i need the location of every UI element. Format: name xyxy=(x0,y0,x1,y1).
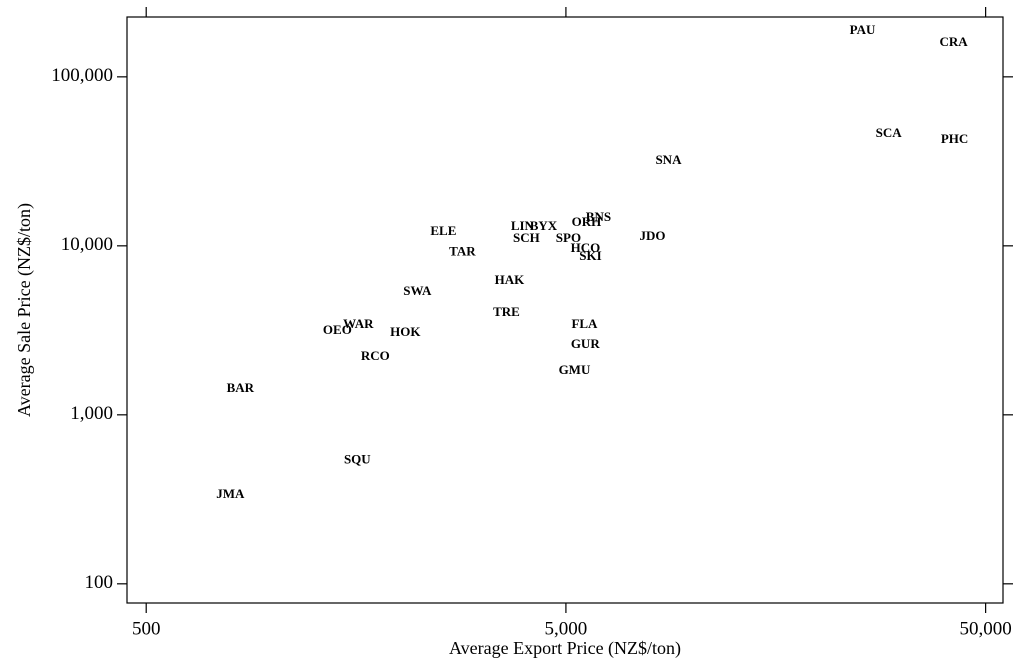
point-label: JDO xyxy=(639,228,665,243)
point-label: SKI xyxy=(579,248,601,263)
point-label: TAR xyxy=(449,244,476,259)
y-tick-label: 100 xyxy=(85,572,114,593)
point-label: SNA xyxy=(655,152,682,167)
x-tick-label: 500 xyxy=(132,618,161,639)
point-label: HCO xyxy=(571,240,601,255)
point-label: OEO xyxy=(323,322,352,337)
x-tick-label: 50,000 xyxy=(960,618,1012,639)
point-label: JMA xyxy=(216,486,245,501)
point-label: TRE xyxy=(493,304,520,319)
point-label: BAR xyxy=(227,380,255,395)
point-label: SWA xyxy=(403,283,432,298)
plot-frame xyxy=(126,16,1004,604)
y-tick-label: 1,000 xyxy=(70,403,113,424)
point-label: SQU xyxy=(344,452,371,467)
point-label: WAR xyxy=(343,316,374,331)
y-axis-title: Average Sale Price (NZ$/ton) xyxy=(14,203,35,417)
y-tick-label: 10,000 xyxy=(61,234,113,255)
point-label: PHC xyxy=(941,131,968,146)
point-label: SPO xyxy=(556,230,581,245)
point-label: CRA xyxy=(940,34,969,49)
point-label: SCA xyxy=(876,125,903,140)
point-label: HAK xyxy=(495,272,526,287)
y-tick-label: 100,000 xyxy=(51,65,113,86)
x-tick-label: 5,000 xyxy=(545,618,588,639)
point-label: HOK xyxy=(390,324,421,339)
point-label: LIN xyxy=(511,218,535,233)
point-label: BYX xyxy=(530,218,558,233)
point-label: ELE xyxy=(430,223,456,238)
point-label: SCH xyxy=(513,230,540,245)
point-label: GUR xyxy=(571,336,601,351)
point-label: ORH xyxy=(572,214,602,229)
point-label: GMU xyxy=(559,362,591,377)
point-label: RCO xyxy=(361,348,390,363)
x-axis-title: Average Export Price (NZ$/ton) xyxy=(449,638,681,659)
point-label: FLA xyxy=(571,316,598,331)
point-label: PAU xyxy=(850,22,876,37)
point-label: BNS xyxy=(586,209,611,224)
